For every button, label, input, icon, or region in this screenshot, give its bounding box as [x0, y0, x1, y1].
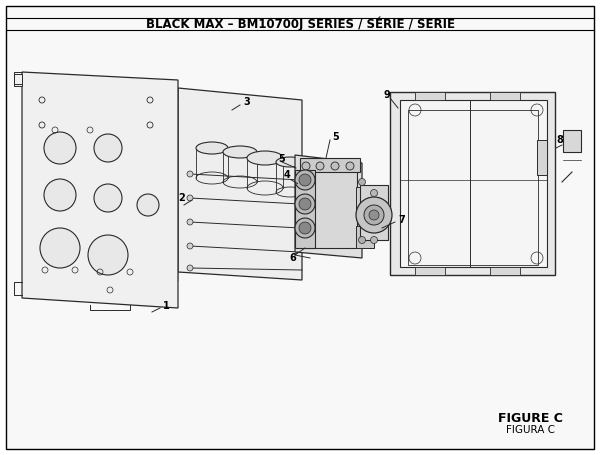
Circle shape — [187, 171, 193, 177]
Bar — [302, 170, 357, 248]
Circle shape — [137, 194, 159, 216]
Text: 9: 9 — [384, 90, 391, 100]
Circle shape — [44, 179, 76, 211]
Text: 5: 5 — [278, 154, 285, 164]
Text: 7: 7 — [398, 215, 405, 225]
Circle shape — [371, 237, 377, 243]
Bar — [490, 92, 520, 100]
Text: 5: 5 — [332, 132, 339, 142]
Text: 1: 1 — [163, 301, 170, 311]
Ellipse shape — [276, 157, 304, 167]
Bar — [300, 158, 360, 172]
Circle shape — [187, 219, 193, 225]
Bar — [360, 185, 388, 240]
Text: FIGURA C: FIGURA C — [505, 425, 554, 435]
Polygon shape — [178, 88, 302, 280]
Circle shape — [302, 162, 310, 170]
Circle shape — [187, 195, 193, 201]
Bar — [415, 267, 445, 275]
Polygon shape — [295, 155, 362, 258]
Ellipse shape — [247, 151, 283, 165]
Circle shape — [187, 243, 193, 249]
Circle shape — [359, 237, 365, 243]
Text: 3: 3 — [243, 97, 250, 107]
Text: 6: 6 — [289, 253, 296, 263]
Circle shape — [187, 265, 193, 271]
Circle shape — [371, 189, 377, 197]
Polygon shape — [400, 100, 547, 267]
Circle shape — [346, 162, 354, 170]
Circle shape — [44, 132, 76, 164]
Text: 2: 2 — [178, 193, 185, 203]
Circle shape — [299, 198, 311, 210]
Ellipse shape — [223, 146, 257, 158]
Bar — [537, 140, 547, 175]
Circle shape — [316, 162, 324, 170]
Bar — [415, 92, 445, 100]
Ellipse shape — [196, 142, 228, 154]
Bar — [563, 130, 581, 152]
Circle shape — [88, 235, 128, 275]
Bar — [490, 267, 520, 275]
Bar — [14, 74, 22, 86]
Text: BLACK MAX – BM10700J SERIES / SÉRIE / SERIE: BLACK MAX – BM10700J SERIES / SÉRIE / SE… — [146, 17, 455, 31]
Circle shape — [299, 222, 311, 234]
Circle shape — [40, 228, 80, 268]
Circle shape — [94, 184, 122, 212]
Circle shape — [359, 178, 365, 186]
Text: FIGURE C: FIGURE C — [497, 411, 562, 425]
Circle shape — [364, 205, 384, 225]
Polygon shape — [22, 72, 178, 308]
Circle shape — [299, 174, 311, 186]
Bar — [295, 170, 315, 248]
Circle shape — [359, 207, 365, 213]
Polygon shape — [390, 92, 555, 275]
Bar — [408, 110, 538, 265]
Bar — [356, 187, 376, 215]
Circle shape — [295, 194, 315, 214]
Text: 4: 4 — [284, 170, 291, 180]
Circle shape — [295, 218, 315, 238]
Circle shape — [295, 170, 315, 190]
Text: 8: 8 — [556, 135, 563, 145]
Circle shape — [356, 197, 392, 233]
Bar — [356, 226, 374, 248]
Circle shape — [94, 134, 122, 162]
Circle shape — [369, 210, 379, 220]
Circle shape — [331, 162, 339, 170]
